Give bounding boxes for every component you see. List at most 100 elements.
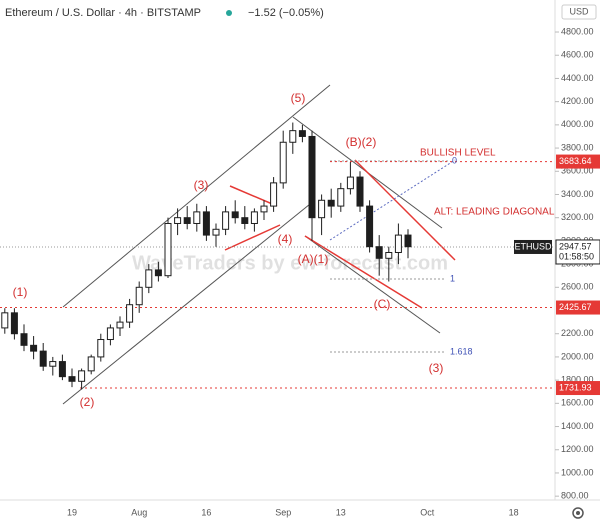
last-price-label: 2947.57 xyxy=(559,241,592,251)
price-change: −1.52 (−0.05%) xyxy=(248,7,324,19)
status-dot xyxy=(226,10,232,16)
candle-body xyxy=(327,199,335,207)
x-tick-label: Sep xyxy=(275,507,291,517)
wave-label: (C) xyxy=(374,297,391,311)
y-tick-label: 1800.00 xyxy=(561,375,594,385)
diagonal-line xyxy=(354,159,456,261)
y-tick-label: 800.00 xyxy=(561,491,589,501)
currency[interactable]: USD xyxy=(569,6,589,16)
price-level-tag xyxy=(556,381,600,396)
candle-body xyxy=(289,130,297,143)
y-tick-label: 2600.00 xyxy=(561,282,594,292)
candle-body xyxy=(241,217,249,224)
price-level-label: 3683.64 xyxy=(559,156,592,166)
candle-body xyxy=(337,188,345,207)
candle-body xyxy=(145,269,153,288)
candle-body xyxy=(49,361,57,367)
candle-body xyxy=(39,350,47,367)
x-tick-label: 13 xyxy=(336,507,346,517)
candle-body xyxy=(20,333,28,346)
y-tick-label: 3200.00 xyxy=(561,212,594,222)
symbol-label: ETHUSD xyxy=(514,241,552,251)
watermark: WaveTraders by ew-forecast.com xyxy=(132,252,448,274)
settings-icon[interactable] xyxy=(572,507,584,519)
wave-label: BULLISH LEVEL xyxy=(420,148,496,159)
candle-body xyxy=(10,312,18,335)
candle-body xyxy=(356,176,364,207)
candle-body xyxy=(68,376,76,382)
candle-body xyxy=(58,361,66,378)
candle-body xyxy=(298,130,306,137)
candle-body xyxy=(164,222,172,277)
gear-hub[interactable] xyxy=(576,511,580,515)
wave-label: ALT: LEADING DIAGONAL xyxy=(434,207,555,218)
wave-label: (1) xyxy=(13,285,28,299)
x-tick-label: Aug xyxy=(131,507,147,517)
candle-body xyxy=(135,286,143,306)
candle-body xyxy=(318,199,326,219)
candle-body xyxy=(250,211,258,224)
fib-label: 1.618 xyxy=(450,346,473,356)
y-tick-label: 4000.00 xyxy=(561,119,594,129)
candle-body xyxy=(375,246,383,259)
candle-body xyxy=(116,321,124,329)
candle-body xyxy=(212,228,220,236)
candle-body xyxy=(183,217,191,224)
candle-body xyxy=(308,135,316,219)
x-tick-label: Oct xyxy=(420,507,435,517)
y-tick-label: 3800.00 xyxy=(561,142,594,152)
wedge-line xyxy=(229,185,278,207)
candle-body xyxy=(394,234,402,253)
y-tick-label: 4400.00 xyxy=(561,73,594,83)
candle-body xyxy=(366,205,374,248)
fib-trend xyxy=(329,159,456,241)
candle-body xyxy=(270,182,278,207)
y-tick-label: 4200.00 xyxy=(561,96,594,106)
candle-body xyxy=(106,327,114,341)
wave-label: (3) xyxy=(194,178,209,192)
gear[interactable] xyxy=(572,507,584,519)
channel-upper xyxy=(62,84,331,308)
countdown: 01:58:50 xyxy=(559,251,594,261)
y-tick-label: 4600.00 xyxy=(561,50,594,60)
wave-label: (2) xyxy=(80,395,95,409)
wedge-line xyxy=(224,224,281,251)
candle-body xyxy=(222,211,230,230)
x-tick-label: 18 xyxy=(509,507,519,517)
candle-body xyxy=(404,234,412,248)
price-level-label: 1731.93 xyxy=(559,382,592,392)
price-level-tag xyxy=(556,300,600,315)
candle-body xyxy=(30,344,38,352)
candle-body xyxy=(154,269,162,277)
currency-box[interactable] xyxy=(561,4,597,20)
x-tick-label: 19 xyxy=(67,507,77,517)
channel-line xyxy=(304,235,441,334)
symbol-title: Ethereum / U.S. Dollar · 4h · BITSTAMP xyxy=(5,7,201,19)
candle-body xyxy=(193,211,201,224)
candle-body xyxy=(174,217,182,224)
y-tick-label: 1200.00 xyxy=(561,444,594,454)
y-tick-label: 3600.00 xyxy=(561,166,594,176)
candle-body xyxy=(385,251,393,259)
price-level-label: 2425.67 xyxy=(559,302,592,312)
drawings xyxy=(62,84,456,405)
candle-body xyxy=(346,176,354,190)
candle-body xyxy=(1,312,9,329)
y-tick-label: 1400.00 xyxy=(561,421,594,431)
symbol-tag xyxy=(514,239,552,254)
candle-body xyxy=(279,141,287,184)
x-tick-label: 16 xyxy=(201,507,211,517)
fib-label: 0 xyxy=(452,155,457,165)
y-tick-label: 4800.00 xyxy=(561,26,594,36)
y-tick-label: 1600.00 xyxy=(561,398,594,408)
fib-label: 1 xyxy=(450,273,455,283)
wave-label: (B)(2) xyxy=(346,135,377,149)
diagonal-line xyxy=(304,235,423,309)
wave-label: (5) xyxy=(291,91,306,105)
wave-label: (A)(1) xyxy=(298,252,329,266)
candle-body xyxy=(78,370,86,382)
last-price-tag xyxy=(555,239,600,265)
candle-body xyxy=(231,211,239,219)
